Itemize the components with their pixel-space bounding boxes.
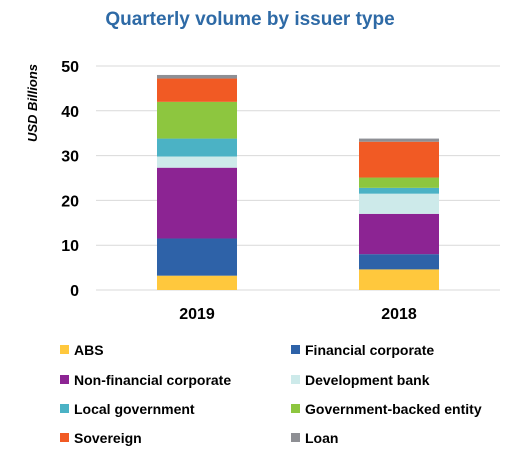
legend-swatch xyxy=(291,375,300,384)
y-tick-label: 40 xyxy=(61,104,79,121)
bars xyxy=(157,74,439,290)
bar-segment xyxy=(157,275,237,290)
bar-segment xyxy=(359,177,439,188)
legend-label: Development bank xyxy=(305,372,430,388)
legend: ABS Financial corporate Non-financial corp… xyxy=(60,342,482,446)
legend-label: ABS xyxy=(74,342,104,358)
bar-segment xyxy=(157,101,237,139)
legend-label: Financial corporate xyxy=(305,342,434,358)
bar-segment xyxy=(359,141,439,178)
legend-swatch xyxy=(291,345,300,354)
bar-segment xyxy=(157,238,237,276)
y-axis-label: USD Billions xyxy=(25,64,40,142)
bar-segment xyxy=(359,193,439,214)
bar-segment xyxy=(359,254,439,270)
legend-label: Non-financial corporate xyxy=(74,372,231,388)
bar-segment xyxy=(157,78,237,102)
legend-swatch xyxy=(291,404,300,413)
y-tick-label: 0 xyxy=(70,283,79,300)
legend-swatch xyxy=(60,404,69,413)
bar-segment xyxy=(359,138,439,142)
x-axis-ticks: 2019 2018 xyxy=(179,306,417,323)
bar-segment xyxy=(157,74,237,79)
y-tick-label: 50 xyxy=(61,59,79,76)
bar-segment xyxy=(359,213,439,255)
bar-segment xyxy=(157,156,237,168)
y-tick-label: 30 xyxy=(61,149,79,166)
legend-label: Sovereign xyxy=(74,430,142,446)
legend-swatch xyxy=(60,375,69,384)
bar-segment xyxy=(157,167,237,239)
y-tick-label: 20 xyxy=(61,193,79,210)
bar-segment xyxy=(157,138,237,157)
legend-swatch xyxy=(291,433,300,442)
bar-segment xyxy=(359,269,439,290)
bar-segment xyxy=(359,187,439,194)
legend-label: Loan xyxy=(305,430,338,446)
legend-swatch xyxy=(60,345,69,354)
y-axis-ticks: 0 10 20 30 40 50 xyxy=(61,59,79,300)
x-tick-label: 2019 xyxy=(179,306,215,323)
legend-swatch xyxy=(60,433,69,442)
legend-label: Local government xyxy=(74,401,195,417)
chart-title: Quarterly volume by issuer type xyxy=(105,9,394,30)
legend-label: Government-backed entity xyxy=(305,401,482,417)
y-tick-label: 10 xyxy=(61,238,79,255)
gridlines xyxy=(96,65,500,291)
x-tick-label: 2018 xyxy=(381,306,417,323)
